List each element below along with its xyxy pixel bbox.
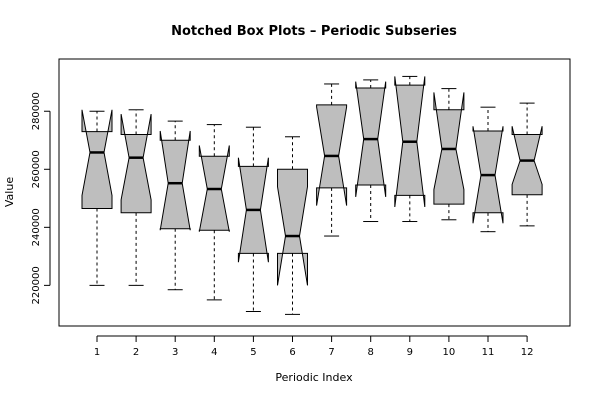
- box-11: [472, 106, 504, 233]
- y-tick-label: 280000: [31, 92, 42, 130]
- x-tick-label: 5: [250, 347, 256, 358]
- y-tick-label: 240000: [31, 208, 42, 246]
- x-tick-label: 9: [407, 347, 413, 358]
- x-tick-label: 11: [482, 347, 495, 358]
- box-9: [394, 75, 426, 223]
- box-7: [316, 83, 348, 237]
- x-tick-label: 6: [289, 347, 295, 358]
- x-axis-label: Periodic Index: [275, 371, 353, 384]
- chart-title: Notched Box Plots – Periodic Subseries: [171, 24, 457, 39]
- x-tick-label: 12: [521, 347, 534, 358]
- y-axis: 220000 240000 260000 280000: [31, 92, 51, 304]
- x-tick-label: 3: [172, 347, 178, 358]
- box-8: [355, 79, 387, 223]
- notched-box: [81, 109, 113, 209]
- box-3: [159, 120, 191, 291]
- x-tick-label: 2: [133, 347, 139, 358]
- box-4: [198, 124, 230, 301]
- box-group: [81, 75, 543, 315]
- box-5: [237, 126, 269, 312]
- box-6: [277, 136, 308, 315]
- plot-area-frame: [58, 58, 571, 327]
- x-tick-label: 7: [328, 347, 334, 358]
- x-tick-label: 8: [368, 347, 374, 358]
- box-12: [511, 102, 543, 227]
- x-tick-label: 4: [211, 347, 217, 358]
- x-tick-label: 10: [443, 347, 456, 358]
- notched-box: [120, 114, 152, 214]
- y-tick-label: 220000: [31, 266, 42, 304]
- x-axis: 1 2 3 4 5 6 7 8 9 10 11 12: [94, 335, 534, 358]
- notched-box: [277, 168, 308, 286]
- notched-box: [159, 130, 191, 231]
- box-10: [433, 88, 465, 221]
- y-tick-label: 260000: [31, 150, 42, 188]
- y-axis-label: Value: [3, 177, 16, 207]
- box-2: [120, 109, 152, 286]
- box-1: [81, 109, 113, 286]
- x-tick-label: 1: [94, 347, 100, 358]
